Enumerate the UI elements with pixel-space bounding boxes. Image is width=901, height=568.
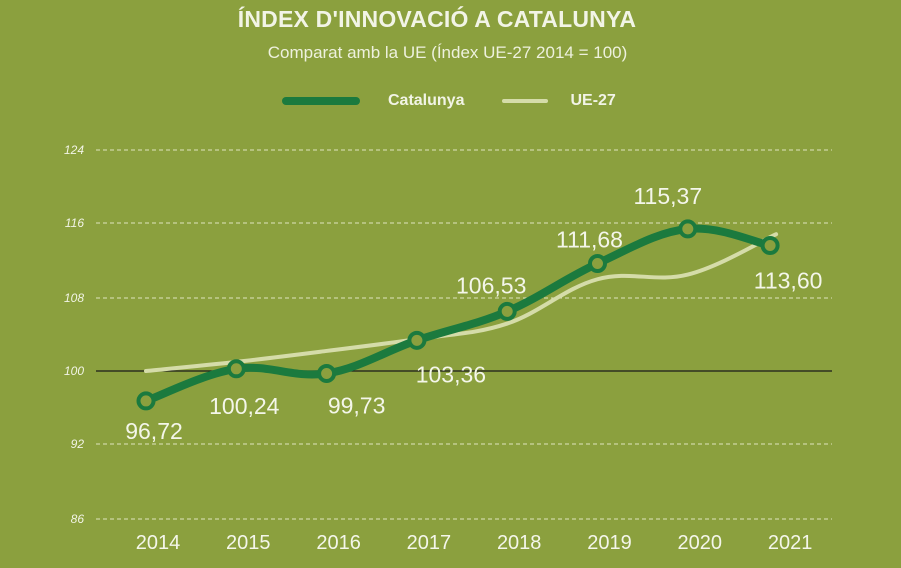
y-tick-label: 100 <box>64 364 84 378</box>
data-label-catalunya: 100,24 <box>209 393 280 419</box>
data-point-catalunya <box>317 363 337 383</box>
legend-label-ue27: UE-27 <box>570 92 616 109</box>
x-tick-label: 2021 <box>768 532 813 554</box>
y-tick-label: 92 <box>71 437 85 451</box>
y-tick-label: 108 <box>64 291 84 305</box>
data-point-catalunya <box>760 236 780 255</box>
data-point-catalunya <box>226 359 246 379</box>
data-label-catalunya: 103,36 <box>416 361 486 387</box>
legend: Catalunya UE-27 <box>282 90 616 112</box>
x-tick-label: 2018 <box>497 532 542 554</box>
data-label-catalunya: 96,72 <box>125 418 183 444</box>
data-label-catalunya: 115,37 <box>633 183 702 209</box>
x-tick-label: 2014 <box>136 532 181 554</box>
x-tick-label: 2015 <box>226 532 271 554</box>
data-point-catalunya <box>678 219 698 239</box>
x-tick-label: 2016 <box>316 532 361 554</box>
x-tick-label: 2019 <box>587 532 632 554</box>
data-label-catalunya: 99,73 <box>328 392 386 418</box>
data-point-catalunya <box>497 301 517 321</box>
data-label-catalunya: 111,68 <box>556 227 623 253</box>
data-point-catalunya <box>136 391 156 411</box>
data-point-catalunya <box>588 254 607 273</box>
y-tick-label: 124 <box>64 143 84 157</box>
x-tick-label: 2017 <box>407 532 452 554</box>
y-tick-label: 116 <box>65 216 84 230</box>
data-point-catalunya <box>407 330 427 350</box>
chart-subtitle: Comparat amb la UE (Índex UE-27 2014 = 1… <box>267 43 628 62</box>
data-label-catalunya: 106,53 <box>456 272 526 298</box>
legend-swatch-catalunya <box>282 97 360 105</box>
legend-swatch-ue27 <box>502 99 549 103</box>
series-line-ue27 <box>144 232 779 373</box>
data-label-catalunya: 113,60 <box>754 268 823 294</box>
x-tick-label: 2020 <box>678 532 723 554</box>
series-line-catalunya <box>142 224 775 405</box>
legend-label-catalunya: Catalunya <box>388 92 465 109</box>
chart-title: ÍNDEX D'INNOVACIÓ A CATALUNYA <box>237 6 637 32</box>
y-tick-label: 86 <box>71 512 85 526</box>
